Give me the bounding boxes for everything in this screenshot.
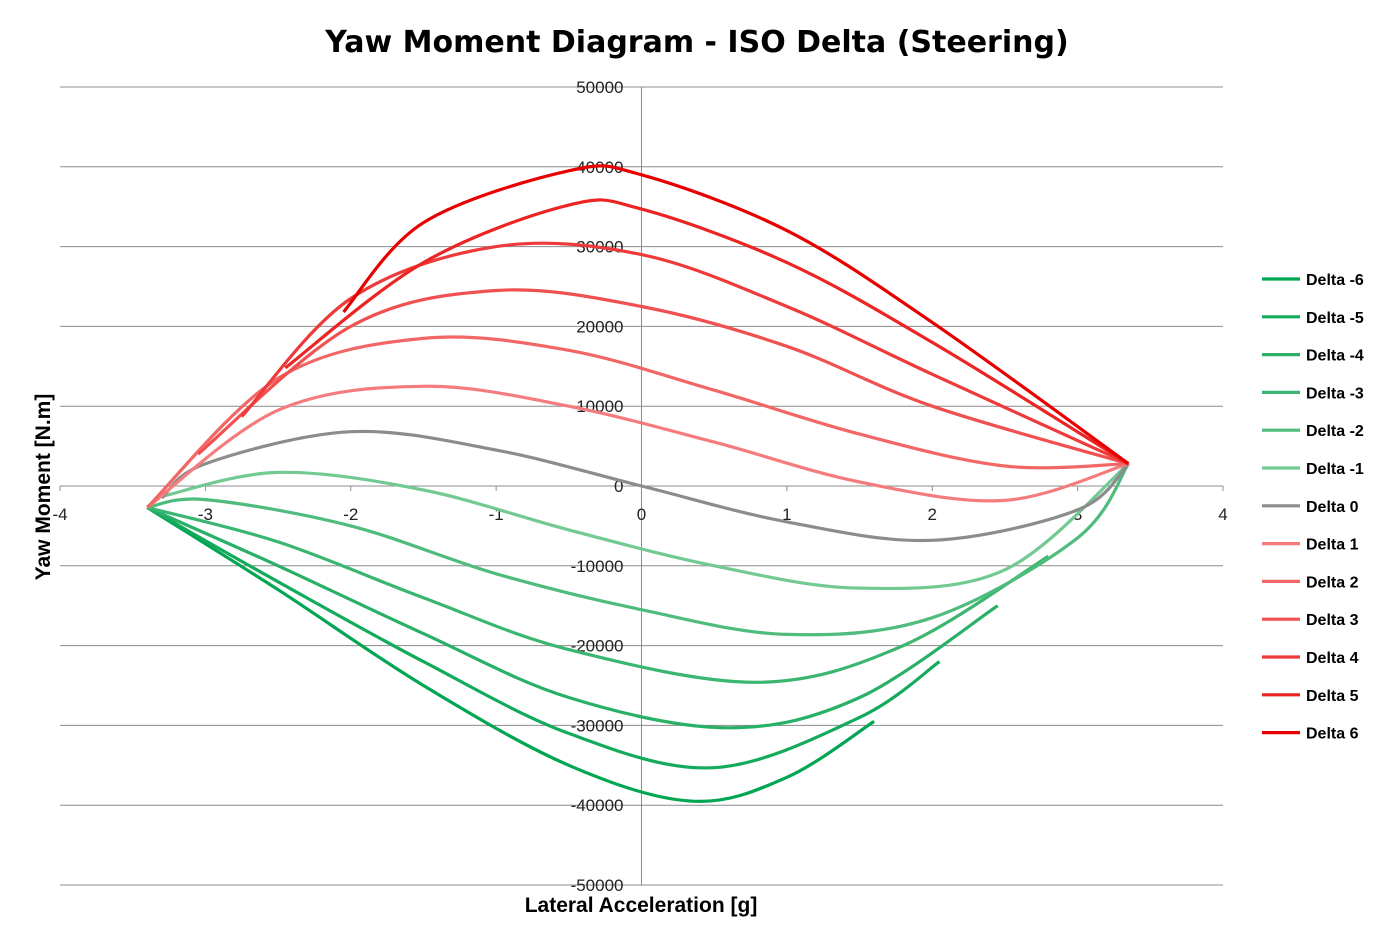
- series-line-delta--1: [161, 462, 1130, 591]
- legend-label: Delta 1: [1306, 537, 1359, 554]
- series-line-delta-1: [146, 384, 1129, 509]
- legend-label: Delta 5: [1306, 688, 1359, 705]
- x-axis-title: Lateral Acceleration [g]: [525, 894, 758, 917]
- legend-label: Delta 6: [1306, 726, 1359, 743]
- series-line-delta--2: [146, 462, 1130, 637]
- series-line-delta-5: [284, 198, 1130, 466]
- legend-label: Delta -4: [1306, 348, 1364, 365]
- series-line-delta-6: [342, 164, 1130, 465]
- series-line-delta-4: [240, 241, 1130, 466]
- y-tick-label: -40000: [571, 796, 624, 815]
- y-axis-title: Yaw Moment [N.m]: [32, 394, 55, 581]
- y-tick-label: 20000: [576, 317, 623, 336]
- x-tick-label: 2: [928, 505, 937, 524]
- legend-label: Delta -6: [1306, 272, 1364, 289]
- x-tick-label: -2: [343, 505, 358, 524]
- y-tick-label: -10000: [571, 557, 624, 576]
- y-tick-label: -20000: [571, 637, 624, 656]
- y-tick-label: -50000: [571, 876, 624, 895]
- series-line-delta--5: [146, 506, 941, 770]
- series-lines: [146, 164, 1130, 803]
- chart-title: Yaw Moment Diagram - ISO Delta (Steering…: [324, 25, 1068, 60]
- legend-label: Delta 0: [1306, 499, 1359, 516]
- y-tick-label: 50000: [576, 78, 623, 97]
- x-tick-label: 0: [637, 505, 646, 524]
- x-tick-label: -4: [52, 505, 67, 524]
- legend-label: Delta 2: [1306, 574, 1359, 591]
- legend-label: Delta -1: [1306, 461, 1364, 478]
- legend: Delta -6 Delta -5 Delta -4 Delta -3 Delta -2…: [1262, 272, 1364, 743]
- legend-label: Delta 3: [1306, 612, 1359, 629]
- legend-label: Delta -3: [1306, 385, 1364, 402]
- legend-label: Delta -5: [1306, 310, 1364, 327]
- x-tick-label: 1: [782, 505, 791, 524]
- series-line-delta--3: [146, 505, 1050, 684]
- series-line-delta--6: [146, 506, 875, 803]
- series-line-delta-0: [160, 429, 1130, 543]
- y-tick-label: 0: [614, 477, 623, 496]
- y-tick-label: -30000: [571, 716, 624, 735]
- legend-label: Delta -2: [1306, 423, 1364, 440]
- series-line-delta-3: [197, 288, 1129, 466]
- series-line-delta--4: [146, 506, 999, 730]
- x-tick-label: 4: [1218, 505, 1227, 524]
- legend-label: Delta 4: [1306, 650, 1359, 667]
